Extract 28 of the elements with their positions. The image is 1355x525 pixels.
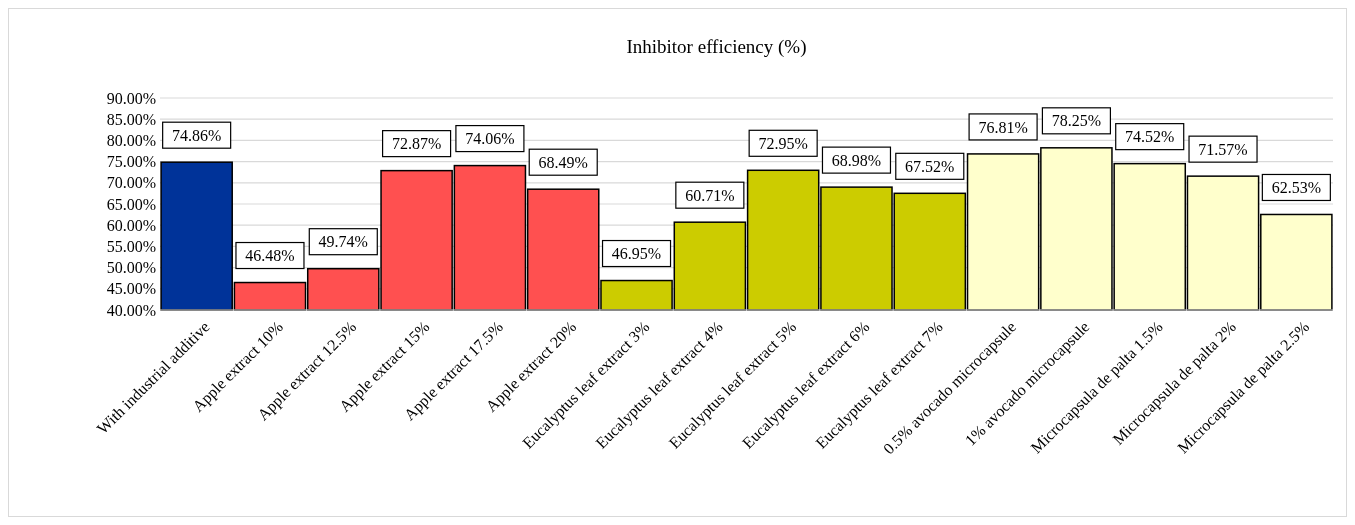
y-tick-label: 55.00% bbox=[106, 238, 156, 255]
data-label: 78.25% bbox=[1051, 112, 1102, 130]
y-tick-label: 75.00% bbox=[106, 153, 156, 171]
data-label: 67.52% bbox=[905, 157, 955, 175]
y-tick-label: 40.00% bbox=[106, 301, 156, 319]
data-label: 68.49% bbox=[538, 153, 588, 171]
data-label: 46.95% bbox=[611, 245, 662, 263]
data-label: 72.87% bbox=[391, 135, 442, 153]
data-label: 60.71% bbox=[685, 186, 735, 204]
data-label: 71.57% bbox=[1198, 140, 1248, 158]
data-label: 74.86% bbox=[171, 126, 222, 144]
y-tick-label: 85.00% bbox=[106, 110, 156, 128]
y-tick-label: 60.00% bbox=[106, 216, 156, 234]
data-label: 74.52% bbox=[1125, 128, 1175, 146]
data-label: 72.95% bbox=[758, 134, 808, 152]
data-label: 62.53% bbox=[1271, 179, 1322, 197]
data-label: 74.06% bbox=[465, 130, 515, 148]
data-label: 68.98% bbox=[831, 151, 882, 169]
y-tick-label: 80.00% bbox=[106, 132, 156, 149]
chart-title: Inhibitor efficiency (%) bbox=[626, 36, 807, 58]
y-tick-label: 70.00% bbox=[106, 174, 156, 192]
y-tick-label: 65.00% bbox=[106, 195, 156, 213]
y-tick-label: 45.00% bbox=[106, 280, 156, 298]
y-tick-label: 50.00% bbox=[106, 259, 156, 277]
data-label: 46.48% bbox=[245, 247, 295, 265]
data-label: 76.81% bbox=[978, 118, 1028, 136]
data-label: 49.74% bbox=[318, 233, 368, 251]
y-tick-label: 90.00% bbox=[106, 89, 156, 107]
